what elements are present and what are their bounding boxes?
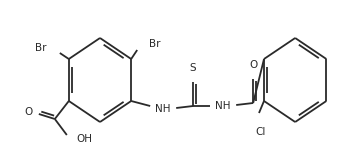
- Text: S: S: [190, 63, 197, 73]
- Text: O: O: [25, 107, 33, 117]
- Text: O: O: [249, 60, 257, 70]
- Text: Br: Br: [149, 39, 161, 49]
- Text: NH: NH: [155, 104, 171, 114]
- Text: NH: NH: [215, 101, 231, 111]
- Text: Cl: Cl: [256, 127, 266, 137]
- Text: OH: OH: [77, 134, 93, 144]
- Text: Br: Br: [35, 43, 47, 53]
